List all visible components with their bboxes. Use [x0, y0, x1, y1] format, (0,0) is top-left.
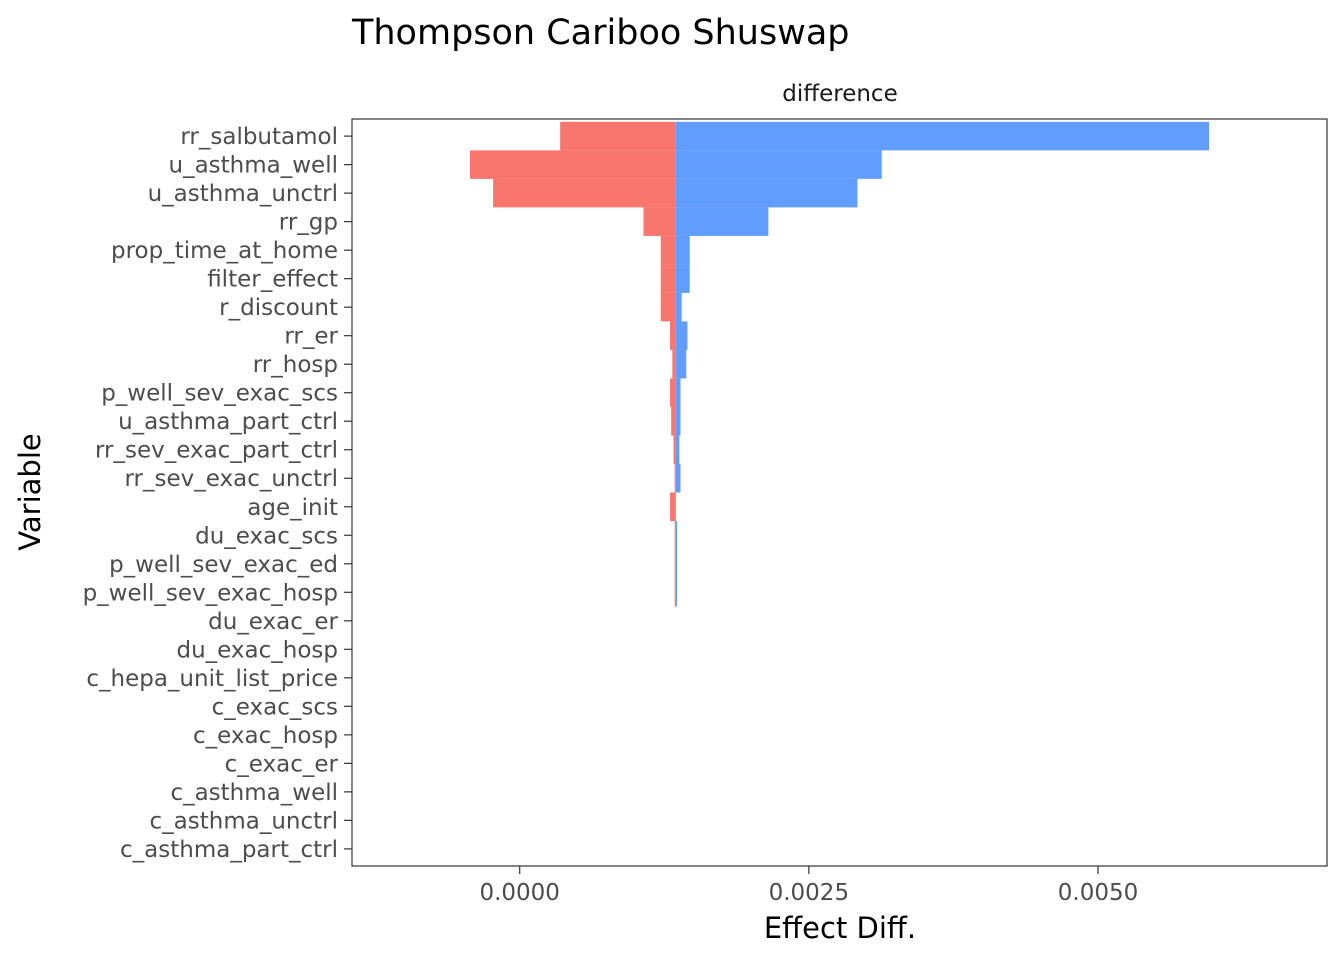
y-tick-label: age_init	[247, 495, 338, 521]
bar-high-rr-salbutamol	[675, 121, 1210, 151]
y-tick-label: u_asthma_well	[169, 153, 339, 179]
bar-high-p-well-sev-exac-scs	[675, 378, 681, 407]
y-tick-label: du_exac_hosp	[176, 637, 338, 663]
bar-low-u-asthma-part-ctrl	[671, 406, 676, 436]
y-tick-label: c_exac_er	[225, 751, 339, 777]
bar-low-rr-sev-exac-unctrl	[674, 463, 676, 493]
y-tick-label: rr_sev_exac_part_ctrl	[95, 438, 338, 464]
y-tick-label: c_exac_scs	[212, 694, 338, 720]
y-tick-label: u_asthma_unctrl	[148, 181, 338, 207]
bar-low-u-asthma-well	[469, 150, 676, 179]
bar-high-u-asthma-part-ctrl	[675, 406, 681, 436]
y-tick-label: rr_er	[284, 324, 338, 350]
y-tick-label: rr_sev_exac_unctrl	[124, 466, 338, 492]
bar-low-p-well-sev-exac-scs	[670, 378, 676, 407]
y-tick-label: rr_hosp	[253, 352, 338, 378]
bar-low-prop-time-at-home	[660, 235, 676, 265]
bar-low-du-exac-scs	[674, 521, 676, 550]
y-tick-label: c_asthma_part_ctrl	[120, 837, 338, 863]
y-tick-label: p_well_sev_exac_ed	[109, 552, 338, 578]
y-tick-label: c_asthma_well	[170, 780, 338, 806]
y-tick-label: p_well_sev_exac_hosp	[83, 580, 338, 606]
bar-high-r-discount	[675, 292, 682, 322]
bar-low-rr-salbutamol	[560, 121, 676, 151]
x-tick-label: 0.0000	[479, 880, 559, 906]
y-axis: rr_salbutamol u_asthma_wellu_asthma_unctr…	[83, 124, 352, 863]
y-tick-label: du_exac_scs	[195, 523, 338, 549]
bar-high-rr-gp	[675, 207, 769, 236]
x-tick-label: 0.0050	[1058, 880, 1138, 906]
x-axis-title: Effect Diff.	[764, 911, 916, 945]
x-tick-label: 0.0025	[769, 880, 849, 906]
bar-high-rr-hosp	[675, 349, 687, 379]
bar-high-p-well-sev-exac-hosp	[675, 578, 677, 607]
x-axis: 0.0000 0.0025 0.0050	[479, 866, 1138, 906]
bar-low-filter-effect	[660, 264, 676, 293]
bar-high-u-asthma-unctrl	[675, 178, 858, 208]
bar-high-p-well-sev-exac-ed	[675, 549, 677, 579]
bar-high-rr-er	[675, 321, 688, 350]
facet-strip-label: difference	[782, 81, 897, 107]
y-axis-title: Variable	[13, 433, 47, 550]
bar-high-u-asthma-well	[675, 150, 882, 179]
y-tick-label: prop_time_at_home	[111, 238, 338, 264]
bar-low-u-asthma-unctrl	[493, 178, 676, 208]
bar-high-prop-time-at-home	[675, 235, 690, 265]
chart-title: Thompson Cariboo Shuswap	[351, 13, 850, 53]
bar-low-rr-hosp	[672, 349, 676, 379]
bar-low-r-discount	[660, 292, 676, 322]
y-tick-label: r_discount	[219, 295, 338, 321]
bars-group	[469, 121, 1210, 607]
y-tick-label: c_asthma_unctrl	[150, 808, 338, 834]
bar-low-p-well-sev-exac-ed	[674, 549, 676, 579]
y-tick-label: u_asthma_part_ctrl	[118, 409, 338, 435]
y-tick-label: p_well_sev_exac_scs	[101, 381, 338, 407]
y-tick-label: c_hepa_unit_list_price	[86, 666, 338, 692]
bar-high-filter-effect	[675, 264, 690, 293]
panel-border	[351, 118, 1328, 867]
y-tick-label: rr_salbutamol	[180, 124, 338, 150]
bar-high-rr-sev-exac-part-ctrl	[675, 435, 680, 464]
y-tick-label: rr_gp	[279, 210, 338, 236]
bar-high-rr-sev-exac-unctrl	[675, 463, 681, 493]
bar-low-rr-gp	[643, 207, 676, 236]
bar-low-age-init	[670, 492, 676, 522]
bar-high-du-exac-scs	[675, 521, 677, 550]
y-tick-label: c_exac_hosp	[193, 723, 338, 749]
bar-low-rr-er	[670, 321, 676, 350]
plot-panel	[352, 119, 1327, 866]
y-tick-label: filter_effect	[207, 267, 338, 293]
bar-low-p-well-sev-exac-hosp	[674, 578, 676, 607]
bar-low-rr-sev-exac-part-ctrl	[673, 435, 676, 464]
y-tick-label: du_exac_er	[208, 609, 338, 635]
